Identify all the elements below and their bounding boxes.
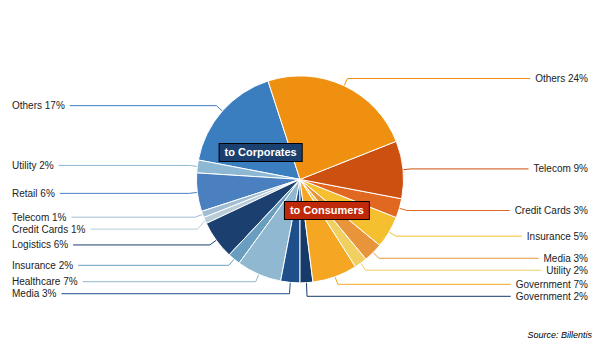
svg-text:Telecom 9%: Telecom 9% [534, 163, 589, 174]
svg-text:Utility 2%: Utility 2% [12, 160, 54, 171]
svg-text:Media 3%: Media 3% [12, 288, 57, 299]
svg-text:Retail 6%: Retail 6% [12, 188, 55, 199]
svg-text:Insurance 5%: Insurance 5% [527, 231, 588, 242]
svg-text:Utility 2%: Utility 2% [546, 265, 588, 276]
svg-text:Insurance 2%: Insurance 2% [12, 260, 73, 271]
svg-text:Media 3%: Media 3% [544, 253, 589, 264]
svg-text:Government 2%: Government 2% [516, 291, 588, 302]
svg-text:Credit Cards 3%: Credit Cards 3% [515, 205, 588, 216]
svg-text:Government 7%: Government 7% [516, 279, 588, 290]
svg-text:Others 24%: Others 24% [535, 73, 588, 84]
svg-text:Others 17%: Others 17% [12, 100, 65, 111]
svg-text:Telecom 1%: Telecom 1% [12, 212, 67, 223]
svg-text:Source: Billentis: Source: Billentis [527, 330, 592, 340]
svg-text:Credit Cards 1%: Credit Cards 1% [12, 224, 85, 235]
svg-text:to Corporates: to Corporates [225, 146, 297, 158]
svg-text:Healthcare 7%: Healthcare 7% [12, 276, 78, 287]
svg-text:Logistics 6%: Logistics 6% [12, 239, 68, 250]
svg-text:to Consumers: to Consumers [290, 204, 364, 216]
